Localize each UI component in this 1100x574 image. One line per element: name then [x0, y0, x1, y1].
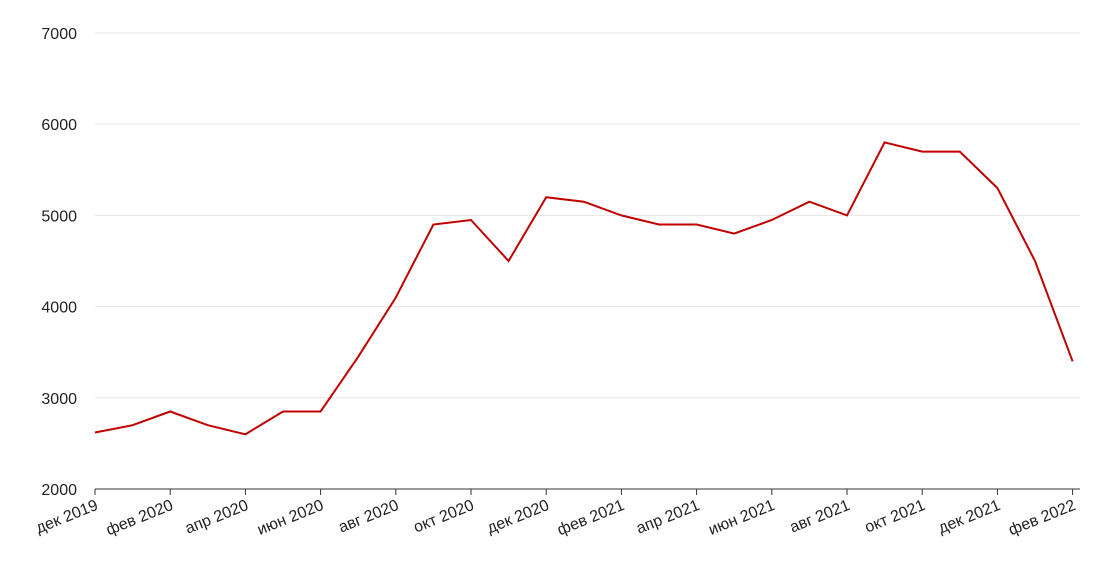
y-tick-label: 6000: [41, 117, 77, 134]
x-tick-label: фев 2022: [1006, 497, 1078, 539]
x-tick-label: авг 2021: [787, 497, 852, 537]
y-tick-label: 5000: [41, 208, 77, 225]
x-tick-label: дек 2021: [936, 497, 1003, 537]
x-tick-label: апр 2021: [634, 497, 702, 538]
y-tick-label: 4000: [41, 300, 77, 317]
x-tick-label: окт 2020: [411, 497, 476, 537]
x-tick-label: дек 2020: [485, 497, 552, 537]
y-tick-label: 2000: [41, 482, 77, 499]
line: [94, 141, 1074, 436]
x-tick-label: апр 2020: [183, 497, 251, 538]
x-tick-label: авг 2020: [336, 497, 401, 537]
x-tick-label: июн 2021: [706, 497, 777, 539]
x-tick-label: июн 2020: [255, 497, 326, 539]
x-tick-label: фев 2020: [104, 497, 176, 539]
x-tick-label: дек 2019: [34, 497, 101, 537]
y-tick-label: 3000: [41, 391, 77, 408]
x-tick-label: фев 2021: [555, 497, 627, 539]
y-tick-label: 7000: [41, 26, 77, 43]
x-tick-label: окт 2021: [862, 497, 927, 537]
